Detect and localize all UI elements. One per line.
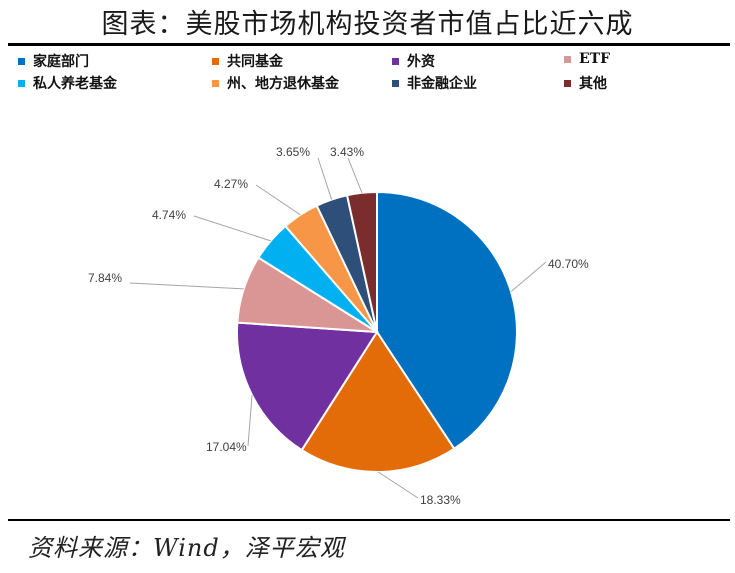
leader-line: [255, 184, 301, 216]
slice-data-label: 4.27%: [214, 177, 248, 191]
pie-slice: [345, 190, 378, 333]
leader-line: [129, 282, 244, 290]
bottom-rule: [8, 519, 730, 521]
legend-label: 私人养老基金: [33, 76, 117, 92]
legend-swatch: [212, 79, 219, 87]
legend-label: 其他: [579, 76, 607, 92]
legend-swatch: [212, 57, 219, 65]
legend-swatch: [564, 79, 571, 87]
leader-line: [347, 157, 363, 193]
legend-item: 非金融企业: [392, 73, 477, 93]
legend-label: 非金融企业: [407, 76, 477, 92]
legend-label: 家庭部门: [33, 54, 89, 70]
leader-line: [247, 395, 253, 447]
top-rule: [8, 43, 730, 46]
legend-item: 私人养老基金: [18, 73, 117, 93]
slice-data-label: 3.43%: [330, 145, 364, 159]
legend-item: ETF: [564, 51, 610, 67]
legend-item: 家庭部门: [18, 51, 89, 71]
leader-line: [377, 471, 419, 499]
pie-slice: [236, 321, 379, 452]
legend-swatch: [392, 79, 399, 87]
legend-swatch: [564, 55, 571, 63]
legend-label: 州、地方退休基金: [227, 76, 339, 92]
leader-line: [193, 215, 271, 242]
slice-data-label: 18.33%: [420, 493, 461, 507]
legend-item: 外资: [392, 51, 435, 71]
slice-data-label: 3.65%: [276, 145, 310, 159]
legend-item: 共同基金: [212, 51, 283, 71]
source-note: 资料来源：Wind，泽平宏观: [28, 534, 345, 562]
slice-data-label: 40.70%: [548, 257, 589, 271]
legend-item: 州、地方退休基金: [212, 73, 339, 93]
legend-item: 其他: [564, 73, 607, 93]
slice-data-label: 7.84%: [88, 271, 122, 285]
legend-swatch: [18, 57, 25, 65]
leader-line: [317, 157, 333, 200]
chart-title: 图表：美股市场机构投资者市值占比近六成: [101, 9, 634, 40]
slice-data-label: 17.04%: [206, 440, 247, 454]
legend-swatch: [18, 79, 25, 87]
legend-swatch: [392, 57, 399, 65]
slice-data-label: 4.74%: [152, 208, 186, 222]
pie-slice: [300, 330, 456, 473]
legend-label: 共同基金: [227, 54, 283, 70]
legend-label: 外资: [407, 54, 435, 70]
leader-line: [510, 261, 547, 293]
legend-label: ETF: [579, 51, 611, 67]
